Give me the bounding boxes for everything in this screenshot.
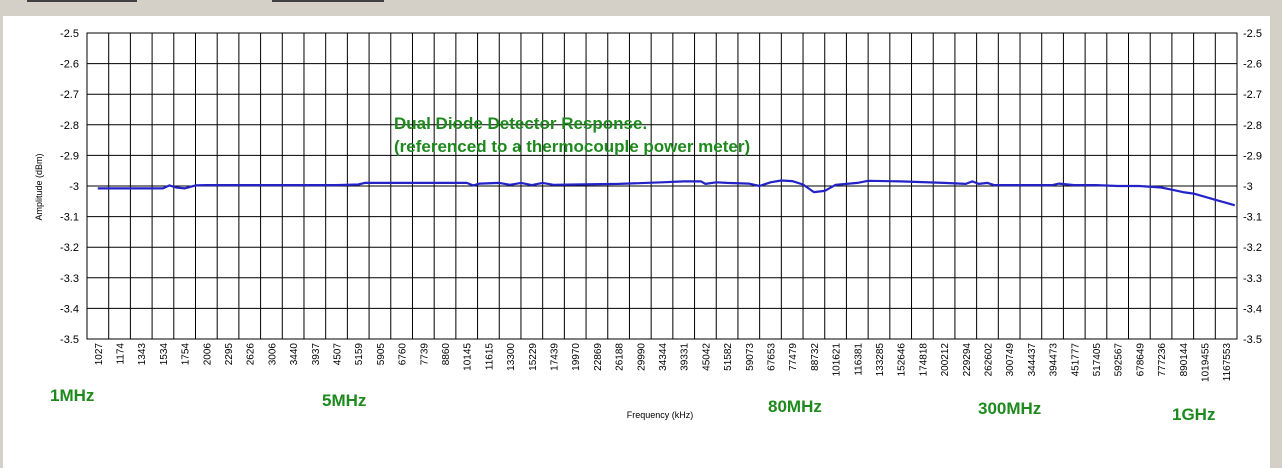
x-tick-label: 11615 [484, 343, 495, 371]
y-tick-label-right: -2.5 [1243, 28, 1262, 40]
y-tick-label-right: -3.2 [1243, 242, 1262, 254]
band-label-1ghz: 1GHz [1172, 405, 1215, 424]
x-tick-label: 174818 [918, 343, 929, 377]
x-tick-label: 34344 [658, 343, 669, 371]
x-tick-label: 1019455 [1200, 343, 1211, 382]
y-tick-label-right: -2.6 [1243, 59, 1262, 71]
x-axis-ticks: 1027 1174 1343 1534 1754 2006 2295 2626 3006 3440… [94, 343, 1233, 382]
chart-title: Dual Diode Detector Response. [394, 114, 647, 133]
x-tick-label: 13300 [506, 343, 517, 371]
y-axis-right-ticks: -2.5 -2.6 -2.7 -2.8 -2.9 -3 -3.1 -3.2 -3.3 -3.4 -3… [1243, 28, 1262, 346]
y-tick-label-right: -3 [1243, 181, 1253, 193]
x-tick-label: 890144 [1179, 343, 1190, 377]
toolbar-tab-right[interactable] [272, 0, 384, 2]
x-tick-label: 1754 [181, 343, 192, 366]
x-tick-label: 5159 [354, 343, 365, 366]
y-tick-label-right: -3.4 [1243, 303, 1262, 315]
x-tick-label: 3937 [311, 343, 322, 366]
chart-subtitle: (referenced to a thermocouple power mete… [394, 137, 750, 156]
x-tick-label: 517405 [1092, 343, 1103, 377]
y-tick-label-left: -3.5 [60, 334, 79, 346]
band-label-300mhz: 300MHz [978, 399, 1041, 418]
x-tick-label: 229294 [962, 343, 973, 377]
y-tick-label-right: -3.1 [1243, 212, 1262, 224]
x-tick-label: 1343 [137, 343, 148, 366]
x-axis-title: Frequency (kHz) [627, 410, 694, 420]
x-tick-label: 592567 [1114, 343, 1125, 377]
x-tick-label: 1027 [94, 343, 105, 366]
x-tick-label: 17439 [550, 343, 561, 371]
x-tick-label: 262602 [983, 343, 994, 377]
y-tick-label-right: -3.5 [1243, 334, 1262, 346]
series-line [97, 179, 1236, 207]
toolbar-tab-left[interactable] [27, 0, 137, 2]
y-axis-title: Amplitude (dBm) [34, 153, 44, 220]
x-tick-label: 59073 [745, 343, 756, 371]
x-tick-label: 7739 [419, 343, 430, 366]
x-tick-label: 67653 [766, 343, 777, 371]
x-tick-label: 2006 [202, 343, 213, 366]
x-tick-label: 88732 [810, 343, 821, 371]
y-tick-label-left: -2.8 [60, 120, 79, 132]
band-label-1mhz: 1MHz [50, 386, 94, 405]
y-tick-label-left: -3.3 [60, 273, 79, 285]
x-tick-label: 152646 [897, 343, 908, 377]
y-tick-label-right: -2.9 [1243, 150, 1262, 162]
x-tick-label: 2295 [224, 343, 235, 366]
x-tick-label: 2626 [246, 343, 257, 366]
y-tick-label-right: -2.8 [1243, 120, 1262, 132]
x-tick-label: 39331 [680, 343, 691, 371]
x-tick-label: 10145 [463, 343, 474, 371]
window-toolbar-strip [0, 0, 1282, 16]
y-tick-label-left: -2.5 [60, 28, 79, 40]
x-tick-label: 451777 [1070, 343, 1081, 377]
x-tick-label: 51582 [723, 343, 734, 371]
x-tick-label: 678649 [1135, 343, 1146, 377]
x-tick-label: 394473 [1049, 343, 1060, 377]
y-tick-label-left: -2.6 [60, 59, 79, 71]
x-tick-label: 300749 [1005, 343, 1016, 377]
x-tick-label: 45042 [701, 343, 712, 371]
window-right-border [1270, 16, 1282, 468]
x-tick-label: 1174 [116, 343, 127, 365]
x-tick-label: 15229 [528, 343, 539, 371]
y-tick-label-left: -3.1 [60, 212, 79, 224]
x-tick-label: 29990 [636, 343, 647, 371]
x-tick-label: 116381 [853, 343, 864, 376]
y-tick-label-left: -3.2 [60, 242, 79, 254]
x-tick-label: 777236 [1157, 343, 1168, 377]
x-tick-label: 133285 [875, 343, 886, 377]
window-left-border [0, 16, 3, 468]
x-tick-label: 101621 [832, 343, 843, 377]
x-tick-label: 1167553 [1222, 343, 1233, 382]
x-tick-label: 1534 [159, 343, 170, 366]
series-layer [97, 179, 1236, 207]
x-tick-label: 77479 [788, 343, 799, 371]
band-label-5mhz: 5MHz [322, 391, 366, 410]
x-tick-label: 3006 [267, 343, 278, 366]
x-tick-label: 22869 [593, 343, 604, 371]
x-tick-label: 5905 [376, 343, 387, 366]
x-tick-label: 344437 [1027, 343, 1038, 377]
x-tick-label: 200212 [940, 343, 951, 377]
x-tick-label: 6760 [398, 343, 409, 366]
y-tick-label-left: -3 [69, 181, 79, 193]
y-tick-label-left: -2.7 [60, 89, 79, 101]
y-tick-label-right: -3.3 [1243, 273, 1262, 285]
x-tick-label: 4507 [333, 343, 344, 366]
x-tick-label: 26188 [615, 343, 626, 371]
y-tick-label-left: -2.9 [60, 150, 79, 162]
y-axis-left-ticks: -2.5 -2.6 -2.7 -2.8 -2.9 -3 -3.1 -3.2 -3.3 -3.4 -3… [60, 28, 79, 346]
y-tick-label-right: -2.7 [1243, 89, 1262, 101]
x-tick-label: 19970 [571, 343, 582, 371]
x-tick-label: 8860 [441, 343, 452, 366]
band-label-80mhz: 80MHz [768, 397, 822, 416]
y-tick-label-left: -3.4 [60, 303, 79, 315]
x-tick-label: 3440 [289, 343, 300, 366]
